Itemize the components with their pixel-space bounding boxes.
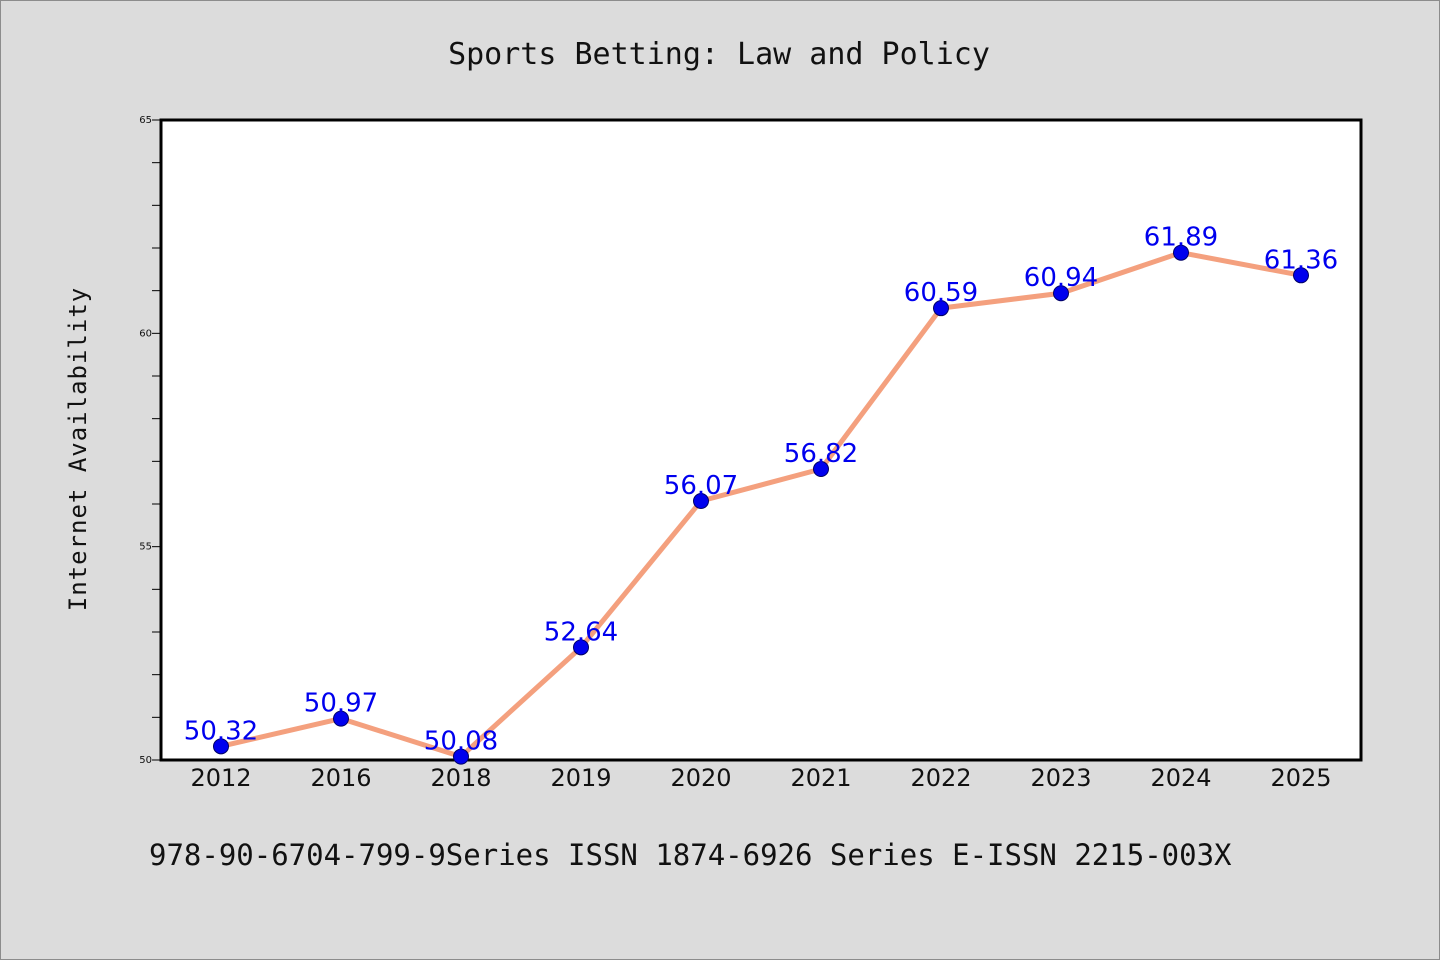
chart-title: Sports Betting: Law and Policy [448, 37, 990, 72]
data-point-marker [453, 748, 469, 765]
series-group: 50.32 50.97 50.08 52.64 56.07 56.82 60.59 60.94… [184, 223, 1338, 765]
x-tick-label: 2022 [910, 764, 971, 792]
series-line [218, 250, 1304, 760]
data-label: 61.36 [1264, 245, 1338, 275]
data-label: 56.82 [784, 439, 858, 469]
plot-area [159, 118, 1363, 762]
x-tick-label: 2025 [1270, 764, 1331, 792]
y-tick-label: 50 [139, 755, 152, 766]
x-tick-label: 2021 [790, 764, 851, 792]
x-tick-label: 2018 [430, 764, 491, 792]
y-tick-label: 60 [139, 328, 152, 339]
data-point-marker [933, 300, 949, 317]
y-tick-label: 65 [139, 115, 152, 126]
y-tick-label: 55 [139, 542, 152, 553]
y-axis-label: Internet Availability [64, 287, 92, 611]
data-point-marker [333, 710, 349, 727]
x-tick-label: 2016 [310, 764, 371, 792]
footer-isbn-issn: 978-90-6704-799-9Series ISSN 1874-6926 S… [149, 838, 1232, 872]
data-label: 50.08 [424, 727, 498, 757]
data-label: 50.32 [184, 716, 258, 746]
data-label: 56.07 [664, 471, 738, 501]
data-label: 61.89 [1144, 223, 1218, 253]
x-tick-label: 2024 [1150, 764, 1211, 792]
data-label: 60.94 [1024, 263, 1098, 293]
data-point-marker [1293, 267, 1309, 284]
x-axis-ticks: 2012 2016 2018 2019 2020 2021 2022 2023 2024 2025 [190, 764, 1331, 792]
x-tick-label: 2023 [1030, 764, 1091, 792]
data-point-marker [213, 738, 229, 755]
data-label: 52.64 [544, 617, 618, 647]
y-axis-ticks: 50 55 60 65 [139, 115, 161, 766]
x-tick-label: 2019 [550, 764, 611, 792]
data-point-marker [693, 493, 709, 510]
data-label: 50.97 [304, 689, 378, 719]
data-point-marker [573, 639, 589, 656]
x-tick-label: 2020 [670, 764, 731, 792]
data-point-marker [1173, 244, 1189, 261]
x-tick-label: 2012 [190, 764, 251, 792]
data-label: 60.59 [904, 278, 978, 308]
data-point-marker [813, 461, 829, 478]
data-point-marker [1053, 285, 1069, 302]
